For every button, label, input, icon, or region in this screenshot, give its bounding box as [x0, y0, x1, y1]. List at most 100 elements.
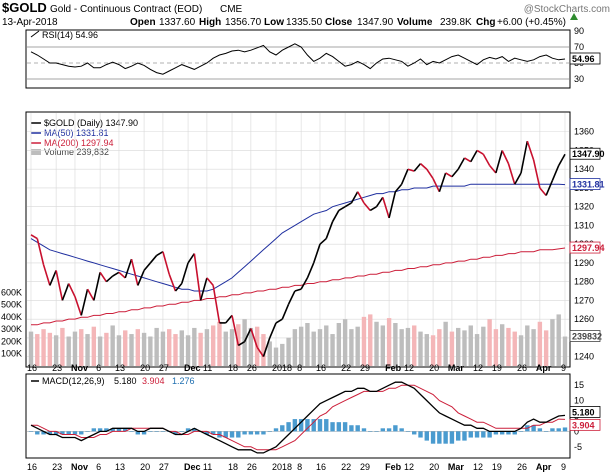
volume-bar [305, 323, 310, 366]
volume-tick-label: 500K [1, 300, 22, 310]
price-segment [350, 191, 359, 204]
macd-x-tick-label: 26 [517, 462, 527, 472]
volume-bar [179, 330, 184, 366]
macd-histogram-bar [47, 431, 53, 435]
macd-x-tick-label: Feb [385, 462, 402, 472]
rsi-tick-label: 90 [574, 26, 584, 36]
volume-bar [512, 331, 517, 366]
price-segment [432, 178, 441, 193]
macd-histogram-bar [248, 431, 254, 435]
price-tick-label: 1270 [574, 295, 594, 305]
macd-panel [25, 373, 571, 459]
price-segment [105, 275, 114, 283]
price-segment [545, 180, 554, 196]
volume-bar [324, 325, 329, 366]
volume-bar [298, 326, 304, 366]
volume-bar [342, 319, 348, 366]
volume-bar [405, 327, 411, 366]
rsi-last-value: 54.96 [572, 54, 595, 64]
price-segment [312, 243, 321, 264]
volume-bar [543, 330, 549, 366]
x-tick-label: Apr [536, 363, 552, 373]
price-segment [413, 163, 422, 172]
macd-histogram-bar [336, 422, 342, 432]
macd-histogram-bar [405, 431, 411, 432]
x-tick-label: 20 [140, 363, 150, 373]
price-segment [539, 187, 547, 196]
macd-histogram-bar [468, 431, 473, 438]
volume-last-value: 239832 [572, 332, 602, 342]
macd-histogram-bar [160, 431, 166, 432]
macd-histogram-bar [66, 431, 71, 435]
price-tick-label: 1240 [574, 352, 594, 362]
x-tick-label: 2018 [272, 363, 292, 373]
price-segment [237, 340, 246, 347]
volume-bar [531, 329, 536, 366]
macd-tick-label: 10 [574, 396, 584, 406]
close-value: 1347.90 [357, 17, 394, 28]
price-segment [149, 254, 158, 264]
macd-x-tick-label: 20 [140, 462, 150, 472]
macd-legend-name: MACD(12,26,9) [42, 376, 105, 386]
x-tick-label: 19 [492, 363, 502, 373]
x-tick-label: 11 [203, 363, 212, 373]
macd-histogram-bar [456, 431, 461, 441]
price-segment [457, 157, 466, 170]
x-tick-label: 20 [429, 363, 439, 373]
macd-histogram-bar [254, 431, 260, 435]
macd-histogram-bar [368, 431, 373, 432]
price-segment [388, 191, 397, 219]
macd-histogram-bar [443, 431, 448, 444]
macd-histogram-bar [116, 428, 122, 432]
volume-bar [116, 335, 122, 366]
price-segment [112, 271, 120, 277]
volume-bar [160, 331, 166, 366]
x-tick-label: 23 [52, 363, 62, 373]
macd-histogram-bar [97, 428, 103, 432]
macd-histogram-bar [317, 419, 323, 432]
exchange-label: CME [220, 4, 243, 15]
volume-bar [267, 341, 272, 366]
price-segment [193, 253, 202, 301]
rsi-line [30, 43, 566, 75]
price-tick-label: 1310 [574, 220, 594, 230]
quote-row: Open 1337.60 High 1356.70 Low 1335.50 Cl… [130, 17, 566, 28]
price-segment [86, 288, 95, 301]
volume-bar [361, 316, 367, 366]
volume-bar [223, 331, 228, 366]
volume-bar [217, 321, 222, 366]
volume-bar [368, 314, 373, 366]
ma200-last-value: 1297.94 [572, 243, 605, 253]
macd-histogram-bar [123, 428, 128, 432]
rsi-tick-label: 70 [574, 42, 584, 52]
macd-histogram-bar [355, 425, 360, 432]
x-tick-label: 16 [27, 363, 37, 373]
macd-x-tick-label: 2018 [272, 462, 292, 472]
volume-legend-text: Volume 239,832 [44, 147, 109, 157]
price-segment [325, 221, 334, 239]
price-last-value: 1347.90 [572, 149, 605, 159]
macd-histogram-bar [154, 431, 159, 432]
macd-histogram-bar [204, 431, 210, 435]
volume-bar [66, 336, 71, 366]
x-tick-label: 26 [517, 363, 527, 373]
price-segment [451, 168, 459, 178]
volume-bar [525, 325, 530, 366]
macd-histogram-bar [487, 431, 492, 438]
price-segment [445, 172, 453, 178]
price-segment [400, 168, 409, 185]
volume-bar [487, 319, 492, 366]
chg-label: Chg [476, 17, 495, 28]
volume-bar [91, 326, 97, 366]
volume-bar [468, 325, 473, 366]
open-value: 1337.60 [159, 17, 196, 28]
volume-bar [28, 331, 34, 366]
price-segment [168, 273, 177, 292]
volume-bar [261, 334, 266, 366]
macd-x-tick-label: 18 [228, 462, 238, 472]
volume-bar [418, 331, 423, 366]
volume-bar [242, 319, 247, 366]
macd-histogram-bar [79, 431, 84, 435]
volume-bar [292, 329, 298, 366]
